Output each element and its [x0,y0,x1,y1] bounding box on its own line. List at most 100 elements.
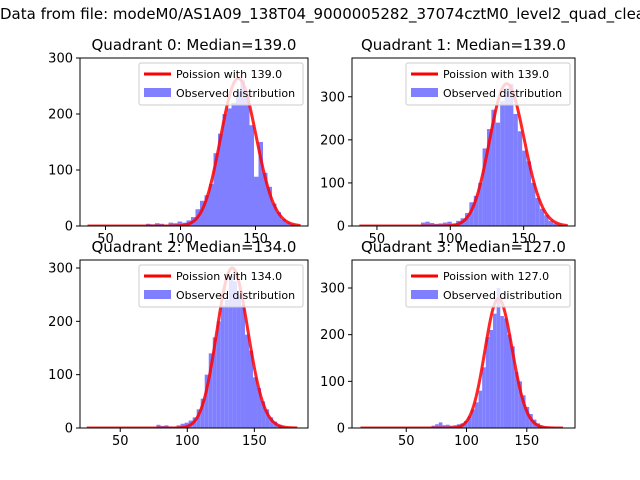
y-tick-label: 100 [320,176,345,191]
histogram-bar [209,184,214,226]
y-tick-label: 0 [337,422,345,437]
histogram-bar [500,101,505,226]
legend: Poission with 127.0 Observed distribution [405,264,571,308]
y-tick-label: 0 [65,220,73,235]
histogram-bar [482,367,486,428]
histogram-bar [469,202,474,226]
legend-swatch-observed [144,290,171,299]
histogram-bar [429,222,435,226]
y-tick-label: 300 [48,262,73,277]
histogram-bar [471,409,475,428]
y-tick-label: 200 [48,108,73,123]
subplot-0: 50 100 150 0 100 200 300 Quadrant 0: Median=139… [48,36,309,247]
histogram-bar [495,122,501,226]
histogram-bar [224,300,229,428]
histogram-bar [474,402,479,428]
histogram-bar [216,321,221,428]
histogram-bar [435,424,439,428]
histogram-bar [180,423,185,428]
legend-box [138,264,304,308]
histogram-bar [511,346,515,428]
histogram-bar [200,398,205,428]
legend-box [405,62,571,106]
histogram-bar [514,372,519,428]
poisson-curve [86,266,298,428]
subplot-1: 50 100 150 0 100 200 300 Quadrant 1: Median=139… [320,36,576,247]
histogram-bar [272,203,277,226]
histogram-bar [478,182,483,226]
x-tick-label: 150 [243,232,268,247]
histogram-bar [420,222,426,226]
legend-label-observed: Observed distribution [443,87,562,100]
histogram-bar [496,288,501,428]
x-tick-label: 100 [454,434,479,449]
histogram-bar [248,350,254,428]
histogram-bar [208,353,213,428]
histogram-bar [254,176,259,226]
histogram-bar [232,281,237,428]
histogram-bar [258,142,263,226]
poisson-curve [359,82,568,226]
poisson-curve [360,297,564,428]
x-tick-label: 50 [112,434,129,449]
histogram-bar [245,97,250,226]
histogram-bar [218,133,223,226]
histogram-bar [548,220,553,226]
histogram-bar [276,212,281,226]
histogram-bar [507,334,512,428]
subplot-3: 50 100 150 0 100 200 300 Quadrant 3: Median=127… [320,238,576,449]
axes-frame [351,57,576,227]
histogram-bar [231,102,236,226]
histogram-bar [269,417,274,428]
y-tick-label: 200 [320,133,345,148]
histogram-bar [267,186,272,226]
histogram-bar [467,416,472,428]
histogram-bar [281,219,286,226]
histogram-bar [518,381,522,428]
y-tick-label: 300 [320,90,345,105]
histogram-bar [177,221,182,226]
x-tick-label: 50 [369,232,386,247]
histogram-bar [204,374,209,428]
histogram-bar [240,80,245,226]
legend-label-poisson: Poission with 139.0 [176,68,282,81]
poisson-curve [87,76,301,226]
histogram-bar [493,313,497,428]
histogram-bar [504,88,509,226]
histogram-bar [482,148,487,226]
histogram-bar [263,172,268,226]
histogram-bar [486,129,492,226]
legend-label-observed: Observed distribution [443,289,562,302]
histogram-bar [212,337,217,428]
subplot-title: Quadrant 3: Median=127.0 [361,238,566,256]
histogram-bar [265,409,270,428]
histogram-bar [204,195,209,226]
histogram-bar [491,109,496,226]
histogram-bar [478,390,483,428]
histogram-bar [285,222,290,226]
histogram-bar [552,223,558,226]
x-tick-label: 150 [242,434,267,449]
legend-box [405,264,571,308]
legend-swatch-observed [411,290,438,299]
x-tick-label: 100 [168,232,193,247]
plot-area [86,266,298,428]
histogram-bar [446,424,450,428]
x-tick-label: 150 [511,232,536,247]
plot-area [359,82,568,226]
histogram-bar [500,316,504,428]
axes-frame [79,57,309,227]
histogram-bar [489,330,494,428]
y-tick-label: 100 [48,368,73,383]
histogram-bar [261,401,266,428]
histogram-bar [447,221,452,226]
histogram-bar [228,276,233,428]
histogram-bar [442,222,448,226]
x-tick-label: 100 [175,434,200,449]
histogram-bar [227,108,232,226]
histogram-bar [522,150,527,226]
legend-label-poisson: Poission with 139.0 [443,68,549,81]
plot-area [360,288,564,428]
legend-label-poisson: Poission with 127.0 [443,270,549,283]
